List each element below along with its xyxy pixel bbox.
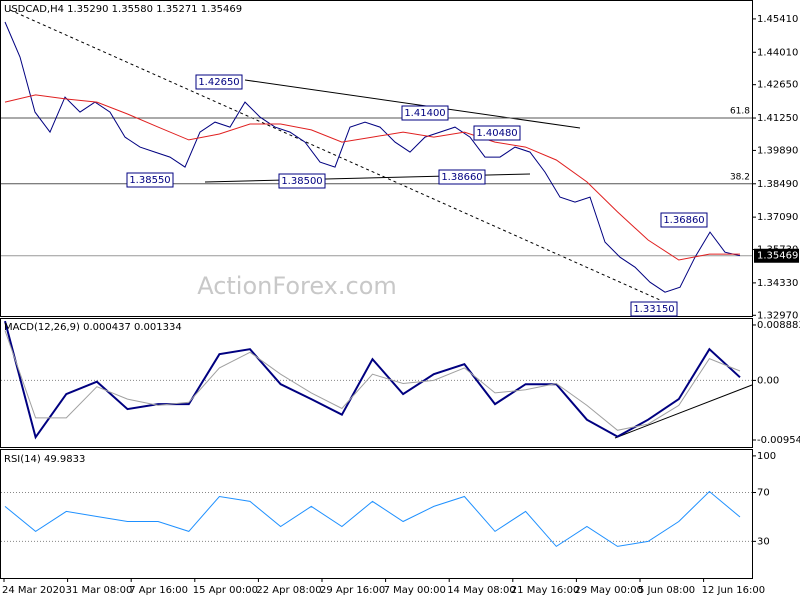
label-box xyxy=(401,105,449,121)
y-tick-label: 100 xyxy=(757,451,776,462)
x-tick-label: 31 Mar 08:00 xyxy=(66,585,133,596)
x-tick-label: 5 Jun 08:00 xyxy=(638,585,695,596)
annotation: 1.40480 xyxy=(476,128,517,139)
x-tick-label: 7 May 00:00 xyxy=(384,585,446,596)
x-tick-label: 22 Apr 08:00 xyxy=(256,585,321,596)
last-price-box xyxy=(754,248,799,263)
y-tick-label: 1.37090 xyxy=(757,212,798,223)
x-tick-label: 29 Apr 16:00 xyxy=(320,585,385,596)
y-tick-label: 30 xyxy=(757,536,770,547)
label-box xyxy=(195,74,243,90)
annotation: 1.38550 xyxy=(129,175,170,186)
y-tick-label: 1.42650 xyxy=(757,80,798,91)
x-tick-label: 21 May 16:00 xyxy=(511,585,580,596)
series-line xyxy=(4,330,741,431)
label-box xyxy=(438,169,486,185)
macd-panel xyxy=(0,318,753,448)
trend-line xyxy=(9,9,661,301)
fib-label: 61.8 xyxy=(730,107,750,117)
x-tick-label: 14 May 08:00 xyxy=(447,585,516,596)
annotation: 1.33150 xyxy=(633,304,674,315)
y-tick-label: 0.008883 xyxy=(757,320,800,331)
series-line xyxy=(4,320,741,440)
annotation: 1.36860 xyxy=(663,215,704,226)
y-tick-label: 1.32970 xyxy=(757,310,798,321)
annotation: 1.38500 xyxy=(281,176,322,187)
x-tick-label: 15 Apr 00:00 xyxy=(193,585,258,596)
y-tick-label: 0.00 xyxy=(757,375,779,386)
x-tick-label: 24 Mar 2020 xyxy=(2,585,65,596)
last-price-label: 1.35469 xyxy=(757,251,798,262)
rsi-title: RSI(14) 49.9833 xyxy=(4,454,85,465)
label-box xyxy=(473,125,521,141)
label-box xyxy=(126,172,174,188)
x-tick-label: 29 May 00:00 xyxy=(574,585,643,596)
watermark: ActionForex.com xyxy=(197,272,397,300)
annotation: 1.38660 xyxy=(441,172,482,183)
x-tick-label: 7 Apr 16:00 xyxy=(129,585,188,596)
y-tick-label: 1.38490 xyxy=(757,179,798,190)
y-tick-label: 1.34330 xyxy=(757,278,798,289)
trend-line xyxy=(244,79,581,129)
rsi-panel xyxy=(0,449,753,579)
label-box xyxy=(630,301,678,317)
annotation: 1.41400 xyxy=(404,108,445,119)
series-line xyxy=(4,94,740,261)
series-line xyxy=(4,490,741,548)
series-line xyxy=(4,21,741,293)
label-box xyxy=(278,173,326,189)
y-tick-label: 1.39890 xyxy=(757,145,798,156)
annotations: 1.42650 1.41400 1.40480 1.38550 1.38500 … xyxy=(126,74,708,317)
trend-line xyxy=(614,384,753,439)
x-tick-label: 12 Jun 16:00 xyxy=(702,585,766,596)
y-tick-label: 1.45410 xyxy=(757,14,798,25)
annotation: 1.42650 xyxy=(198,77,239,88)
chart-title: USDCAD,H4 1.35290 1.35580 1.35271 1.3546… xyxy=(4,4,242,15)
y-tick-label: 1.41250 xyxy=(757,113,798,124)
y-tick-label: 70 xyxy=(757,488,770,499)
main-layer: 1.45410 1.44010 1.42650 1.41250 1.39890 1.384… xyxy=(1,14,800,596)
main-panel xyxy=(0,0,753,317)
y-tick-label: 1.44010 xyxy=(757,47,798,58)
label-box xyxy=(660,212,708,228)
macd-title: MACD(12,26,9) 0.000437 0.001334 xyxy=(4,322,182,333)
y-tick-label: -0.009549 xyxy=(757,435,800,446)
fib-label: 38.2 xyxy=(730,172,750,182)
